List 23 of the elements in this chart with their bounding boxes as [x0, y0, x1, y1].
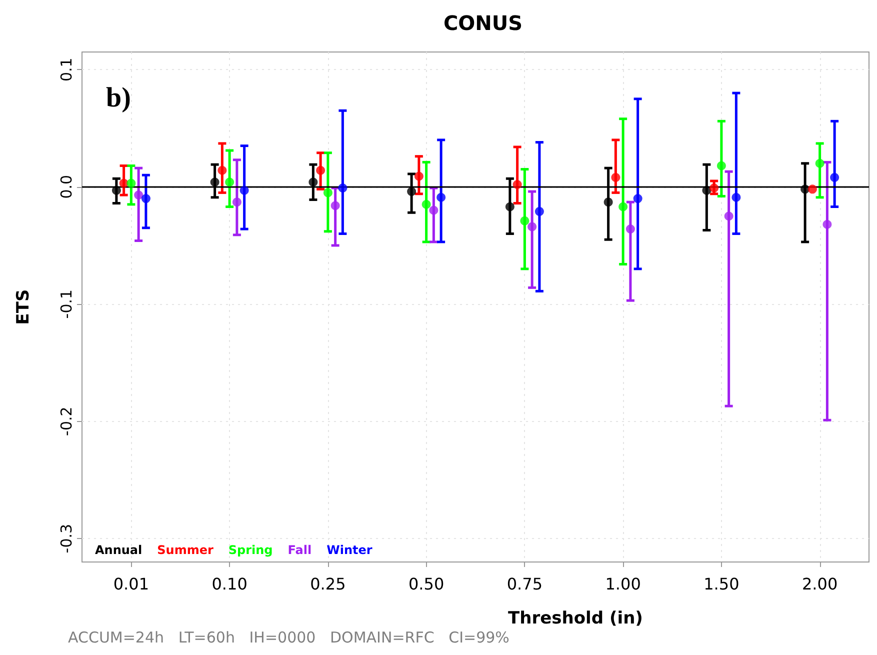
x-tick-label: 1.50 — [704, 574, 740, 594]
y-tick-label: -0.3 — [58, 524, 76, 554]
x-tick-label: 1.00 — [605, 574, 641, 594]
text: Spring — [228, 543, 273, 557]
x-tick-label: 0.10 — [212, 574, 248, 594]
x-tick-label: 0.25 — [310, 574, 346, 594]
x-tick-label: 0.50 — [408, 574, 444, 594]
y-axis-title: ETS — [14, 289, 34, 325]
y-tick-label: -0.1 — [58, 289, 76, 319]
text: Winter — [326, 543, 372, 557]
text: Annual — [95, 543, 142, 557]
chart-title: CONUS — [443, 11, 523, 35]
y-tick-label: 0.1 — [58, 58, 76, 82]
x-tick-label: 0.01 — [113, 574, 149, 594]
x-axis-title: Threshold (in) — [508, 608, 643, 628]
y-tick-label: 0.0 — [58, 174, 76, 199]
x-tick-label: 0.75 — [506, 574, 542, 594]
annotation: b) — [106, 82, 131, 114]
y-tick-label: -0.2 — [58, 406, 76, 436]
x-tick-label: 2.00 — [802, 574, 838, 594]
text: Fall — [288, 543, 312, 557]
text: Summer — [157, 543, 214, 557]
text: ACCUM=24h LT=60h IH=0000 DOMAIN=RFC CI=99% — [68, 628, 510, 646]
